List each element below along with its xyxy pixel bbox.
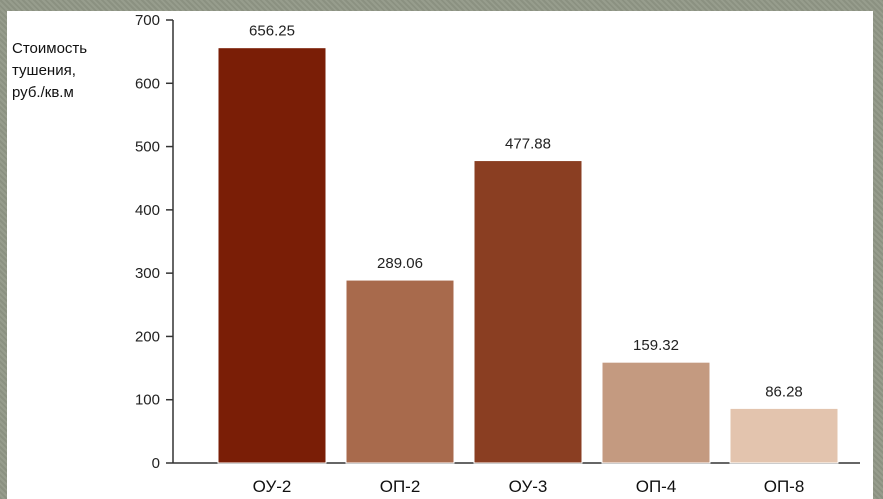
y-tick-label: 300	[135, 265, 160, 282]
data-label: 656.25	[249, 23, 295, 40]
data-label: 477.88	[505, 136, 551, 153]
bar-ОУ-2	[217, 47, 327, 464]
y-axis-title: Стоимость тушения, руб./кв.м	[12, 40, 88, 101]
y-tick-label: 200	[135, 328, 160, 345]
x-tick-label: ОП-4	[636, 477, 677, 496]
bar-ОП-2	[345, 279, 455, 464]
y-tick-label: 700	[135, 12, 160, 29]
y-tick-label: 400	[135, 202, 160, 219]
bar-ОП-4	[601, 361, 711, 464]
y-tick-label: 600	[135, 75, 160, 92]
y-tick-label: 500	[135, 139, 160, 156]
y-tick-label: 100	[135, 392, 160, 409]
x-tick-label: ОУ-2	[253, 477, 292, 496]
data-label: 86.28	[765, 383, 803, 400]
x-tick-label: ОУ-3	[509, 477, 548, 496]
data-label: 289.06	[377, 255, 423, 272]
bar-ОП-8	[729, 407, 839, 464]
x-tick-label: ОП-8	[764, 477, 805, 496]
x-tick-label: ОП-2	[380, 477, 421, 496]
y-tick-label: 0	[152, 455, 160, 472]
data-label: 159.32	[633, 337, 679, 354]
bar-ОУ-3	[473, 160, 583, 464]
